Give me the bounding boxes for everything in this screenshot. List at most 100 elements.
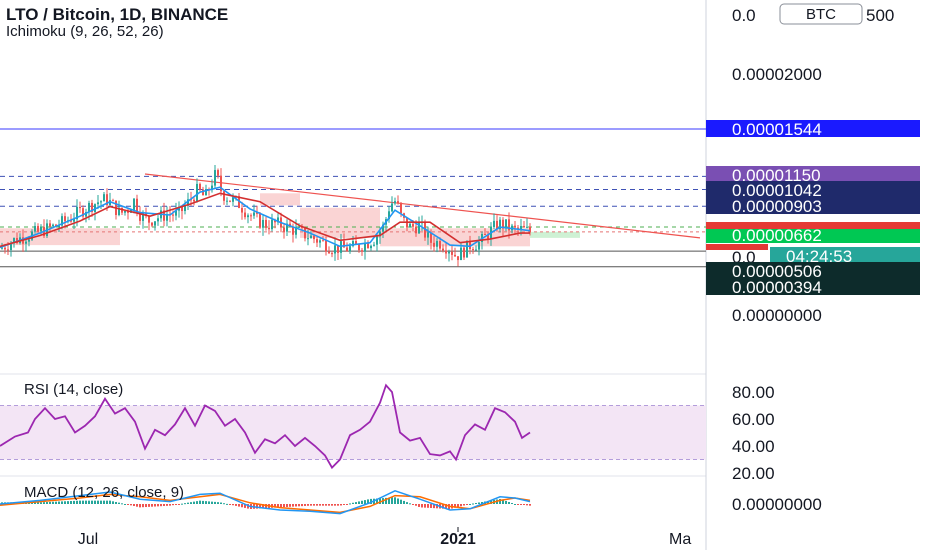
candle-down (292, 226, 294, 235)
rsi-tick-label: 20.00 (732, 464, 775, 483)
macd-histogram-bar (199, 500, 201, 504)
macd-histogram-bar (430, 504, 432, 508)
candle-down (523, 225, 525, 228)
candle-down (325, 240, 327, 252)
candle-up (133, 198, 135, 210)
macd-histogram-bar (34, 502, 36, 504)
macd-histogram-bar (376, 498, 378, 504)
candle-down (400, 202, 402, 214)
macd-histogram-bar (454, 504, 456, 508)
candle-down (487, 234, 489, 240)
macd-histogram-bar (223, 503, 225, 505)
time-axis[interactable]: Jul 2021 Ma (78, 527, 692, 548)
price-tick-label: 0.00000000 (732, 306, 822, 325)
macd-histogram-bar (418, 504, 420, 507)
macd-histogram-bar (67, 501, 69, 504)
candle-down (49, 223, 51, 227)
trendline (144, 173, 701, 239)
macd-histogram-bar (505, 500, 507, 504)
macd-histogram-bar (205, 501, 207, 504)
candle-down (82, 208, 84, 217)
macd-histogram-bar (220, 502, 222, 504)
macd-histogram-bar (202, 500, 204, 504)
candle-down (337, 245, 339, 253)
candle-down (508, 219, 510, 231)
price-label-box[interactable] (706, 226, 920, 243)
macd-histogram-bar (127, 504, 129, 505)
candle-down (304, 227, 306, 239)
price-label-box[interactable] (706, 278, 920, 295)
macd-histogram-bar (142, 504, 144, 508)
candle-up (310, 235, 312, 239)
candle-down (193, 199, 195, 202)
candle-down (223, 191, 225, 201)
ichimoku-cloud-bear (300, 207, 380, 238)
currency-badge[interactable] (779, 3, 863, 25)
macd-histogram-bar (85, 500, 87, 504)
macd-histogram-bar (469, 504, 471, 505)
price-label-box[interactable] (770, 247, 920, 264)
candle-down (496, 220, 498, 230)
macd-histogram-bar (361, 500, 363, 504)
macd-histogram-bar (208, 501, 210, 504)
candle-up (103, 194, 105, 202)
price-label-box[interactable] (706, 197, 920, 214)
macd-histogram-bar (286, 504, 288, 507)
macd-histogram-bar (124, 504, 126, 505)
candle-down (517, 227, 519, 230)
price-label: 0.00001150 (732, 166, 821, 185)
price-label-box[interactable] (706, 222, 920, 229)
macd-histogram-bar (421, 504, 423, 508)
price-label-box[interactable] (706, 166, 920, 183)
price-label-box[interactable] (706, 244, 768, 250)
candle-up (88, 202, 90, 213)
candle-down (4, 247, 6, 250)
candle-down (397, 201, 399, 203)
rsi-line (0, 383, 531, 470)
candle-up (58, 225, 60, 227)
time-tick-label: Ma (669, 531, 691, 548)
price-axis[interactable]: 0.0 500BTC0.000020000.00.000000000.000015… (706, 3, 920, 514)
candle-up (232, 197, 234, 202)
macd-histogram-bar (403, 500, 405, 504)
candle-up (418, 223, 420, 234)
macd-histogram-bar (406, 502, 408, 504)
macd-histogram-bar (106, 500, 108, 504)
candle-down (439, 241, 441, 249)
candle-down (91, 202, 93, 212)
candle-down (151, 222, 153, 226)
candle-up (370, 245, 372, 249)
candle-up (520, 225, 522, 230)
candle-down (484, 234, 486, 236)
ichimoku-cloud-bear (260, 193, 300, 206)
candle-down (220, 175, 222, 192)
candle-down (316, 239, 318, 243)
macd-histogram-bar (256, 504, 258, 509)
macd-line (0, 489, 531, 515)
macd-histogram-bar (52, 501, 54, 504)
candle-down (463, 247, 465, 258)
candle-up (349, 246, 351, 252)
candle-down (163, 210, 165, 221)
price-label-box[interactable] (706, 262, 920, 279)
macd-histogram-bar (475, 502, 477, 504)
macd-histogram-bar (487, 500, 489, 504)
macd-histogram-bar (514, 504, 516, 505)
price-label-box[interactable] (706, 181, 920, 198)
candle-up (118, 207, 120, 216)
candle-up (196, 183, 198, 202)
candle-up (211, 185, 213, 191)
candle-up (499, 219, 501, 230)
macd-tick-label: 0.00000000 (732, 495, 822, 514)
price-label-box[interactable] (706, 120, 920, 137)
candle-down (343, 241, 345, 248)
macd-histogram-bar (82, 500, 84, 504)
macd-histogram-bar (409, 503, 411, 505)
candle-down (112, 200, 114, 202)
macd-histogram-bar (163, 504, 165, 507)
macd-histogram-bar (472, 503, 474, 505)
macd-histogram-bar (112, 501, 114, 504)
macd-histogram-bar (94, 500, 96, 504)
candle-down (283, 227, 285, 232)
